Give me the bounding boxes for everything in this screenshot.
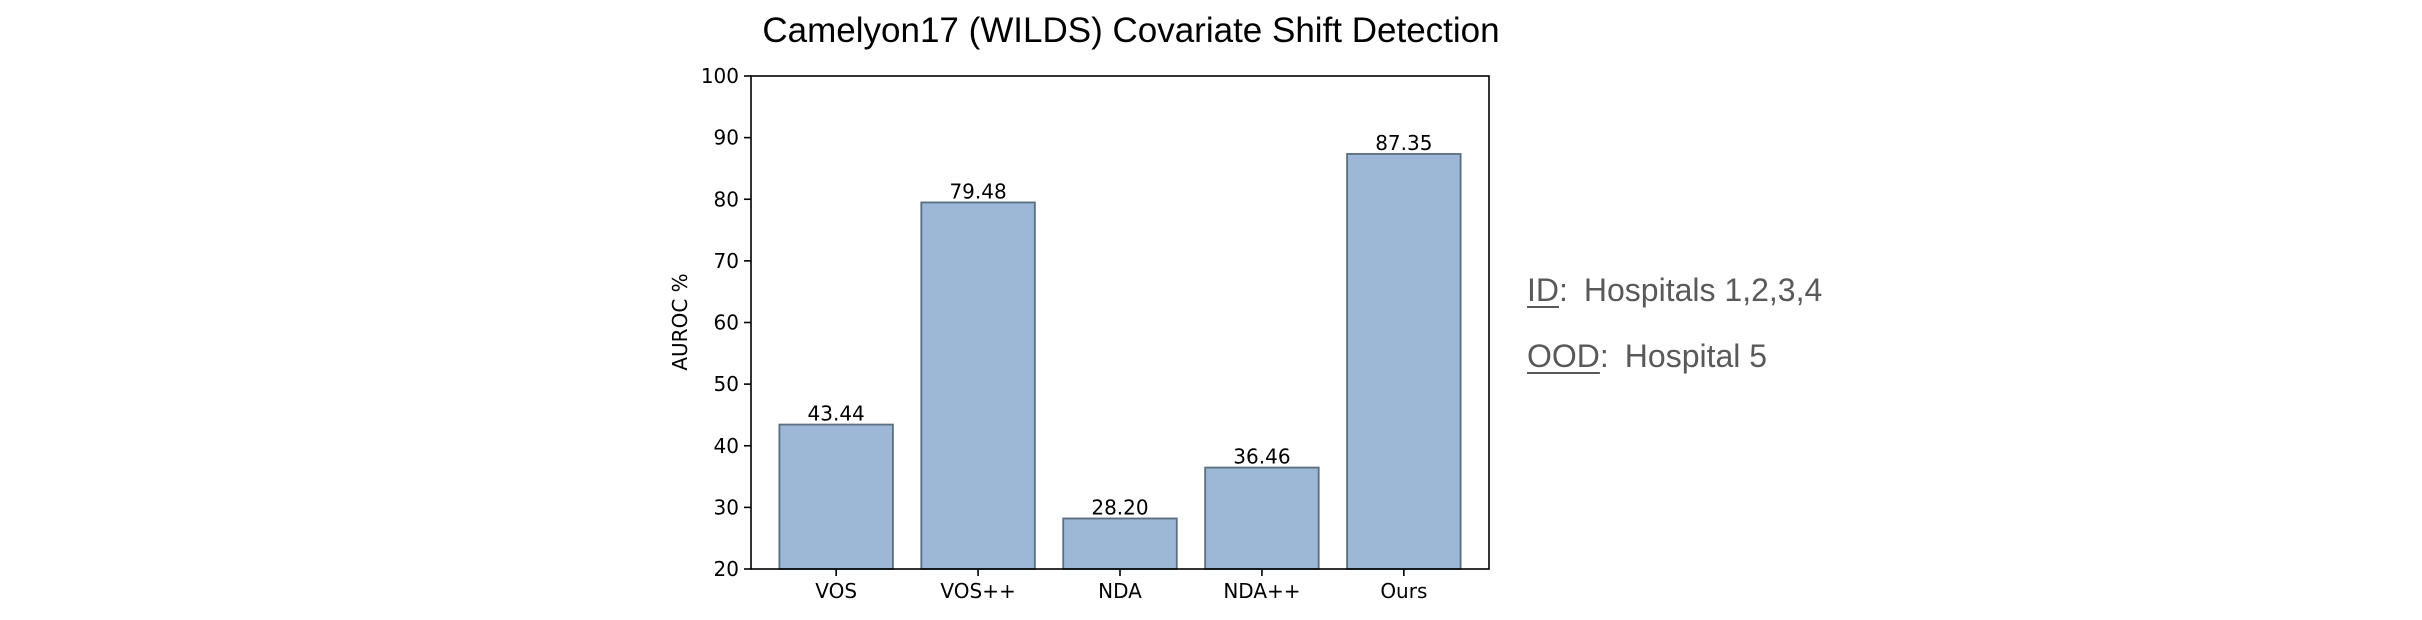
bar-ours bbox=[1346, 153, 1462, 570]
bar-value-labels: 43.44 79.48 28.20 36.46 87.35 bbox=[808, 131, 1433, 520]
x-axis: VOS VOS++ NDA NDA++ Ours bbox=[815, 569, 1427, 603]
legend-id-separator: : bbox=[1559, 272, 1568, 308]
y-axis-label: AUROC % bbox=[668, 273, 692, 370]
legend-id-text: Hospitals 1,2,3,4 bbox=[1583, 272, 1823, 308]
y-tick-label: 30 bbox=[714, 495, 739, 519]
y-tick-label: 100 bbox=[701, 64, 739, 88]
bar-ndaplusplus bbox=[1204, 466, 1320, 570]
bar-vos bbox=[778, 423, 894, 570]
legend-ood-key: OOD bbox=[1527, 338, 1600, 374]
legend-id-line: ID: Hospitals 1,2,3,4 bbox=[1527, 274, 1822, 306]
y-tick-label: 40 bbox=[714, 434, 739, 458]
bar-value-label: 87.35 bbox=[1375, 131, 1432, 155]
x-tick-label: VOS++ bbox=[940, 579, 1015, 603]
y-axis: 20 30 40 50 60 70 80 90 100 bbox=[701, 64, 751, 581]
legend-ood-line: OOD: Hospital 5 bbox=[1527, 340, 1767, 372]
x-tick-label: NDA++ bbox=[1223, 579, 1300, 603]
legend-ood-separator: : bbox=[1599, 338, 1609, 374]
x-tick-label: VOS bbox=[815, 579, 857, 603]
chart-title: Camelyon17 (WILDS) Covariate Shift Detec… bbox=[762, 11, 1499, 50]
x-tick-label: NDA bbox=[1098, 579, 1142, 603]
legend-id-key: ID bbox=[1527, 272, 1559, 308]
bar-vosplusplus bbox=[920, 201, 1036, 570]
y-tick-label: 20 bbox=[714, 557, 739, 581]
bar-value-label: 43.44 bbox=[808, 402, 865, 426]
bars-group bbox=[778, 153, 1462, 570]
bar-value-label: 36.46 bbox=[1233, 445, 1290, 469]
legend-ood-text: Hospital 5 bbox=[1624, 338, 1768, 374]
y-tick-label: 80 bbox=[714, 187, 739, 211]
y-tick-label: 70 bbox=[714, 249, 739, 273]
y-tick-label: 90 bbox=[714, 126, 739, 150]
x-tick-label: Ours bbox=[1380, 579, 1427, 603]
bar-nda bbox=[1062, 517, 1178, 570]
plot-frame bbox=[750, 75, 1490, 570]
y-tick-label: 50 bbox=[714, 372, 739, 396]
y-tick-label: 60 bbox=[714, 311, 739, 335]
bar-value-label: 79.48 bbox=[949, 179, 1006, 203]
bar-value-label: 28.20 bbox=[1091, 495, 1148, 519]
